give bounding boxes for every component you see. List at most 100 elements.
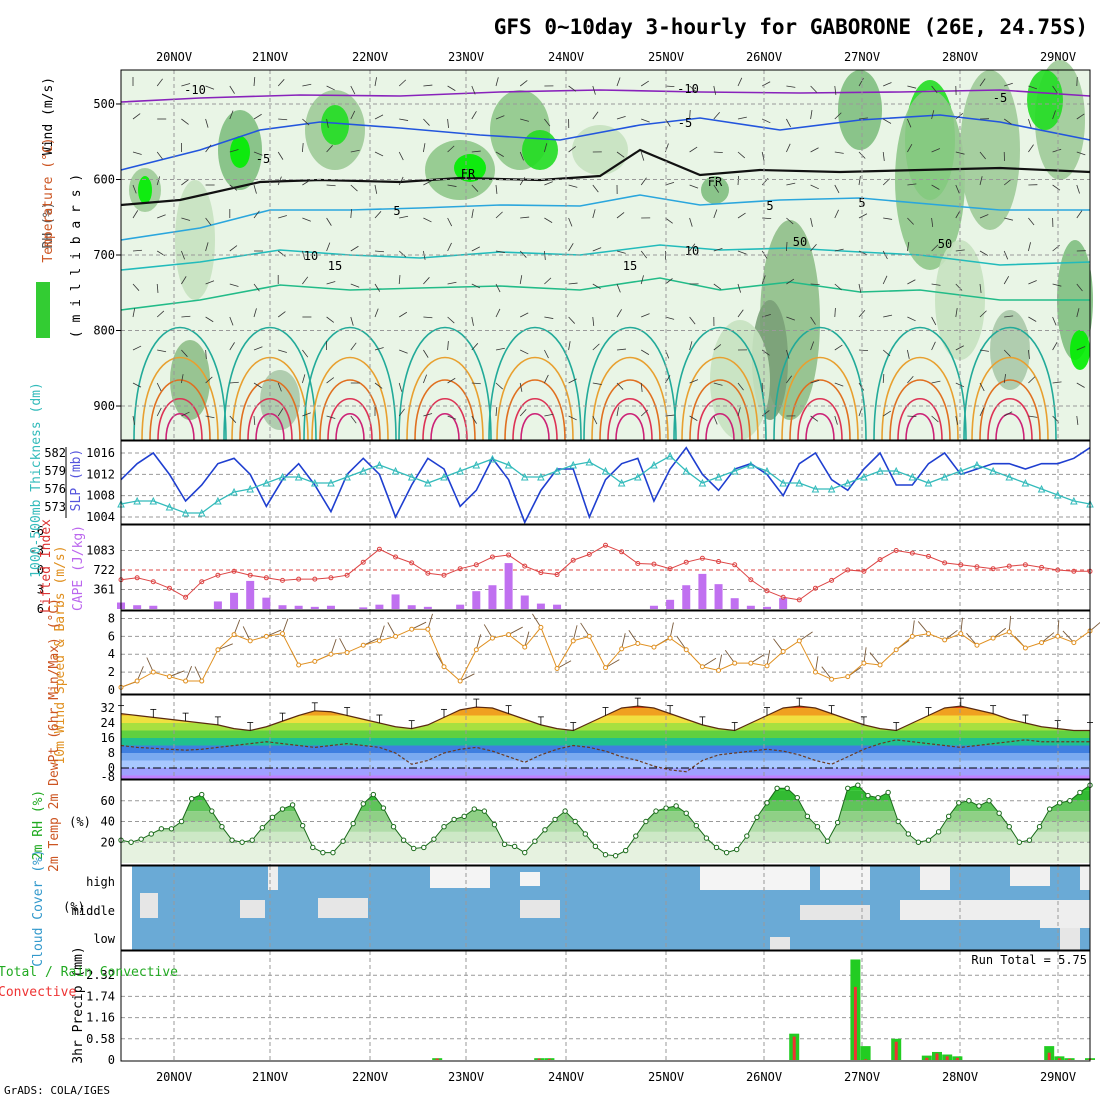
wind-barb <box>713 344 722 351</box>
rh-contour-fill <box>175 180 215 300</box>
rh-marker <box>199 791 205 798</box>
wind-barb <box>917 621 929 634</box>
wind-barb <box>326 85 335 91</box>
thickness-marker <box>892 466 901 475</box>
wind-barb <box>181 349 188 357</box>
wind-barb <box>350 208 352 219</box>
precip-tick-label: 0 <box>108 1053 115 1067</box>
wind-barb <box>374 77 377 87</box>
wind-barb <box>640 275 644 285</box>
rh-contour-fill <box>895 90 965 270</box>
thickness-marker <box>843 478 852 487</box>
cape-bar <box>666 599 675 609</box>
temp-tick-label: 8 <box>108 746 115 760</box>
wind-barb <box>423 349 429 358</box>
wind-barb <box>907 85 917 89</box>
thickness-marker <box>714 472 723 481</box>
lifted-index-marker <box>909 550 915 556</box>
wind-barb <box>326 377 335 384</box>
wind-barb <box>616 348 626 351</box>
precip-convective-bar <box>1068 1058 1072 1060</box>
wind-barb <box>907 144 913 153</box>
wind-barb <box>459 673 475 682</box>
lifted-index-marker <box>958 562 964 568</box>
temperature-contour <box>512 398 558 441</box>
wind-barb <box>766 650 771 666</box>
wind-barb <box>931 283 941 286</box>
bottom-date-label: 28NOV <box>942 1070 978 1084</box>
lifted-index-marker <box>667 566 673 572</box>
cloud-gap <box>1010 866 1050 886</box>
contour-label: 10 <box>685 244 699 258</box>
temperature-contour <box>705 412 735 441</box>
wind-barb <box>979 214 989 219</box>
rh-contour-fill <box>990 310 1030 390</box>
pressure-tick-label: 600 <box>93 172 115 186</box>
li-tick-label: -3 <box>30 544 44 558</box>
thickness-marker <box>310 478 319 487</box>
wind-barb <box>205 280 215 285</box>
cape-bar <box>536 603 545 609</box>
wind-tick-label: 8 <box>108 611 115 625</box>
precip-convective-bar <box>925 1057 929 1060</box>
wind-barb <box>568 85 577 92</box>
wind-barb <box>834 307 836 318</box>
wind-barb <box>616 250 626 254</box>
wind-speed-marker <box>699 664 705 670</box>
footer-credit: GrADS: COLA/IGES <box>4 1084 110 1097</box>
rh-color-key <box>36 282 50 338</box>
wind-barb <box>447 184 457 187</box>
wind-barb <box>253 151 263 156</box>
cloud-gap <box>1060 925 1080 950</box>
lifted-index-axis-label: Lifted Index <box>39 519 54 613</box>
wind-barb <box>132 184 137 194</box>
wind-barb <box>253 308 257 318</box>
wind-speed-marker <box>328 651 334 657</box>
wind-barb <box>883 217 893 220</box>
rh-marker <box>279 806 286 812</box>
temperature-contour <box>905 412 935 441</box>
temperature-contour <box>496 356 574 441</box>
cape-bar <box>213 601 222 609</box>
thickness-marker <box>811 484 820 493</box>
wind-barb <box>471 415 477 424</box>
contour-label: 50 <box>793 235 807 249</box>
precip-panel: 2.32 1.74 1.16 0.58 0 <box>86 950 1095 1067</box>
wind-barb <box>955 308 958 318</box>
thickness-marker <box>989 466 997 475</box>
wind-barb <box>761 151 765 161</box>
lifted-index-marker <box>199 579 205 585</box>
temperature-contour <box>422 398 468 441</box>
chart-title: GFS 0~10day 3-hourly for GABORONE (26E, … <box>494 15 1088 39</box>
temperature-band <box>121 723 1090 731</box>
wind-barb <box>471 316 474 326</box>
lifted-index-marker <box>1071 568 1077 574</box>
rh-marker <box>310 844 316 851</box>
wind-barb <box>398 274 401 285</box>
wind-barb <box>1041 632 1055 643</box>
rh-marker <box>471 806 477 812</box>
thickness-marker <box>537 472 545 481</box>
wind-speed-marker <box>409 626 415 632</box>
lifted-index-marker <box>716 559 722 565</box>
wind-barb <box>1076 151 1086 156</box>
wind-barb <box>834 112 842 120</box>
thickness-marker <box>149 496 158 505</box>
run-total: Run Total = 5.75 <box>971 953 1087 967</box>
wind-tick-label: 0 <box>108 683 115 697</box>
wind-barb <box>277 382 282 392</box>
wind-barb <box>592 85 596 95</box>
temperature-band <box>121 715 1090 723</box>
wind-barb <box>520 349 529 355</box>
contour-label: -10 <box>184 83 206 97</box>
wind-barb <box>447 316 455 324</box>
wind-speed-marker <box>651 644 657 650</box>
wind-barb <box>883 118 892 124</box>
cloud-gap <box>1040 918 1090 928</box>
wind-barb <box>519 250 527 258</box>
temperature-contour <box>488 326 582 441</box>
wind-barb <box>181 83 191 87</box>
thickness-tick-label: 573 <box>44 500 66 514</box>
wind-barb <box>350 184 358 192</box>
wind-barb <box>132 249 143 252</box>
